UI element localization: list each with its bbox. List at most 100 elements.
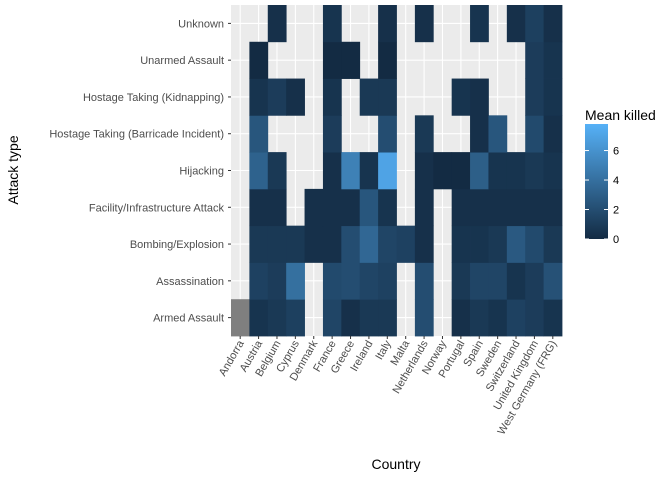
heatmap-cell — [341, 152, 361, 190]
heatmap-cell — [525, 225, 545, 263]
legend: Mean killed 0 2 4 6 — [585, 107, 656, 246]
y-tick-label: Armed Assault — [153, 313, 224, 325]
heatmap-cell — [286, 299, 305, 337]
heatmap-cell — [525, 152, 545, 190]
heatmap-cell — [249, 262, 269, 300]
heatmap-cell — [451, 225, 471, 263]
heatmap-cell — [341, 299, 361, 337]
heatmap-cell — [506, 152, 526, 190]
heatmap-cell — [267, 152, 287, 190]
heatmap-cell — [451, 78, 471, 116]
heatmap-cell — [378, 225, 397, 263]
legend-tick-label: 6 — [613, 146, 619, 158]
legend-tick-label: 2 — [613, 205, 619, 217]
heatmap-cell — [414, 5, 434, 43]
heatmap-cell — [470, 299, 489, 337]
heatmap-cell — [488, 225, 508, 263]
heatmap-cell — [488, 299, 508, 337]
heatmap-cell — [470, 5, 489, 43]
heatmap-cell — [470, 78, 489, 116]
heatmap-cell — [414, 262, 434, 300]
heatmap-cell — [451, 188, 471, 227]
heatmap-cell — [286, 262, 305, 300]
heatmap-cell — [488, 262, 508, 300]
heatmap-cell — [433, 152, 453, 190]
heatmap-cell — [543, 78, 563, 116]
heatmap-cell — [249, 152, 269, 190]
heatmap-cell — [249, 115, 269, 153]
heatmap-cell — [396, 225, 416, 263]
heatmap-cell — [525, 5, 545, 43]
y-axis-title: Attack type — [5, 135, 21, 204]
heatmap-cell — [322, 225, 342, 263]
heatmap-cells — [231, 5, 563, 337]
heatmap-cell — [304, 225, 324, 263]
heatmap-cell — [525, 41, 545, 79]
heatmap-cell — [543, 299, 563, 337]
y-tick-label: Unarmed Assault — [140, 55, 224, 67]
heatmap-cell — [525, 299, 545, 337]
heatmap-cell — [267, 299, 287, 337]
heatmap-cell — [543, 262, 563, 300]
heatmap-cell — [414, 299, 434, 337]
y-tick-label: Hostage Taking (Barricade Incident) — [49, 129, 224, 141]
heatmap-cell — [249, 41, 269, 79]
heatmap-cell — [341, 188, 361, 227]
heatmap-cell — [249, 225, 269, 263]
heatmap-cell — [506, 262, 526, 300]
heatmap-cell — [378, 188, 397, 227]
heatmap-cell — [267, 5, 287, 43]
heatmap-cell — [525, 188, 545, 227]
heatmap-cell — [414, 152, 434, 190]
heatmap-cell — [378, 115, 397, 153]
y-tick-label: Facility/Infrastructure Attack — [89, 202, 225, 214]
y-tick-label: Unknown — [178, 18, 224, 30]
heatmap-cell — [451, 299, 471, 337]
heatmap-cell — [414, 115, 434, 153]
heatmap-cell — [506, 225, 526, 263]
heatmap-cell — [359, 78, 379, 116]
heatmap-cell — [525, 115, 545, 153]
heatmap-cell — [506, 299, 526, 337]
heatmap-cell — [378, 262, 397, 300]
heatmap-cell — [359, 225, 379, 263]
heatmap-cell — [341, 225, 361, 263]
heatmap-cell — [525, 78, 545, 116]
heatmap-cell — [322, 115, 342, 153]
heatmap-cell — [359, 188, 379, 227]
legend-tick-label: 4 — [613, 175, 619, 187]
heatmap-cell — [470, 152, 489, 190]
heatmap-cell — [543, 41, 563, 79]
heatmap-cell — [286, 225, 305, 263]
heatmap-cell — [359, 152, 379, 190]
heatmap-cell — [304, 188, 324, 227]
heatmap-cell — [451, 152, 471, 190]
heatmap-cell — [341, 41, 361, 79]
x-axis-title: Country — [371, 456, 420, 472]
heatmap-cell — [267, 188, 287, 227]
heatmap-cell — [470, 225, 489, 263]
heatmap-cell — [543, 5, 563, 43]
heatmap-cell — [359, 299, 379, 337]
y-tick-label: Assassination — [156, 276, 224, 288]
heatmap-cell — [378, 299, 397, 337]
heatmap-cell — [543, 152, 563, 190]
legend-title: Mean killed — [585, 107, 656, 123]
heatmap-cell — [414, 225, 434, 263]
heatmap-cell — [322, 152, 342, 190]
y-tick-label: Bombing/Explosion — [130, 239, 224, 251]
y-tick-label: Hijacking — [179, 166, 224, 178]
heatmap-cell — [286, 78, 305, 116]
legend-tick-label: 0 — [613, 234, 619, 246]
heatmap-cell — [378, 41, 397, 79]
heatmap-cell — [470, 188, 489, 227]
heatmap-cell — [543, 225, 563, 263]
heatmap-cell — [378, 78, 397, 116]
heatmap-cell — [414, 188, 434, 227]
heatmap-cell — [322, 41, 342, 79]
heatmap-cell — [488, 188, 508, 227]
heatmap-cell — [506, 5, 526, 43]
heatmap-cell — [488, 115, 508, 153]
legend-ticks: 0 2 4 6 — [585, 146, 619, 246]
heatmap-cell — [249, 188, 269, 227]
